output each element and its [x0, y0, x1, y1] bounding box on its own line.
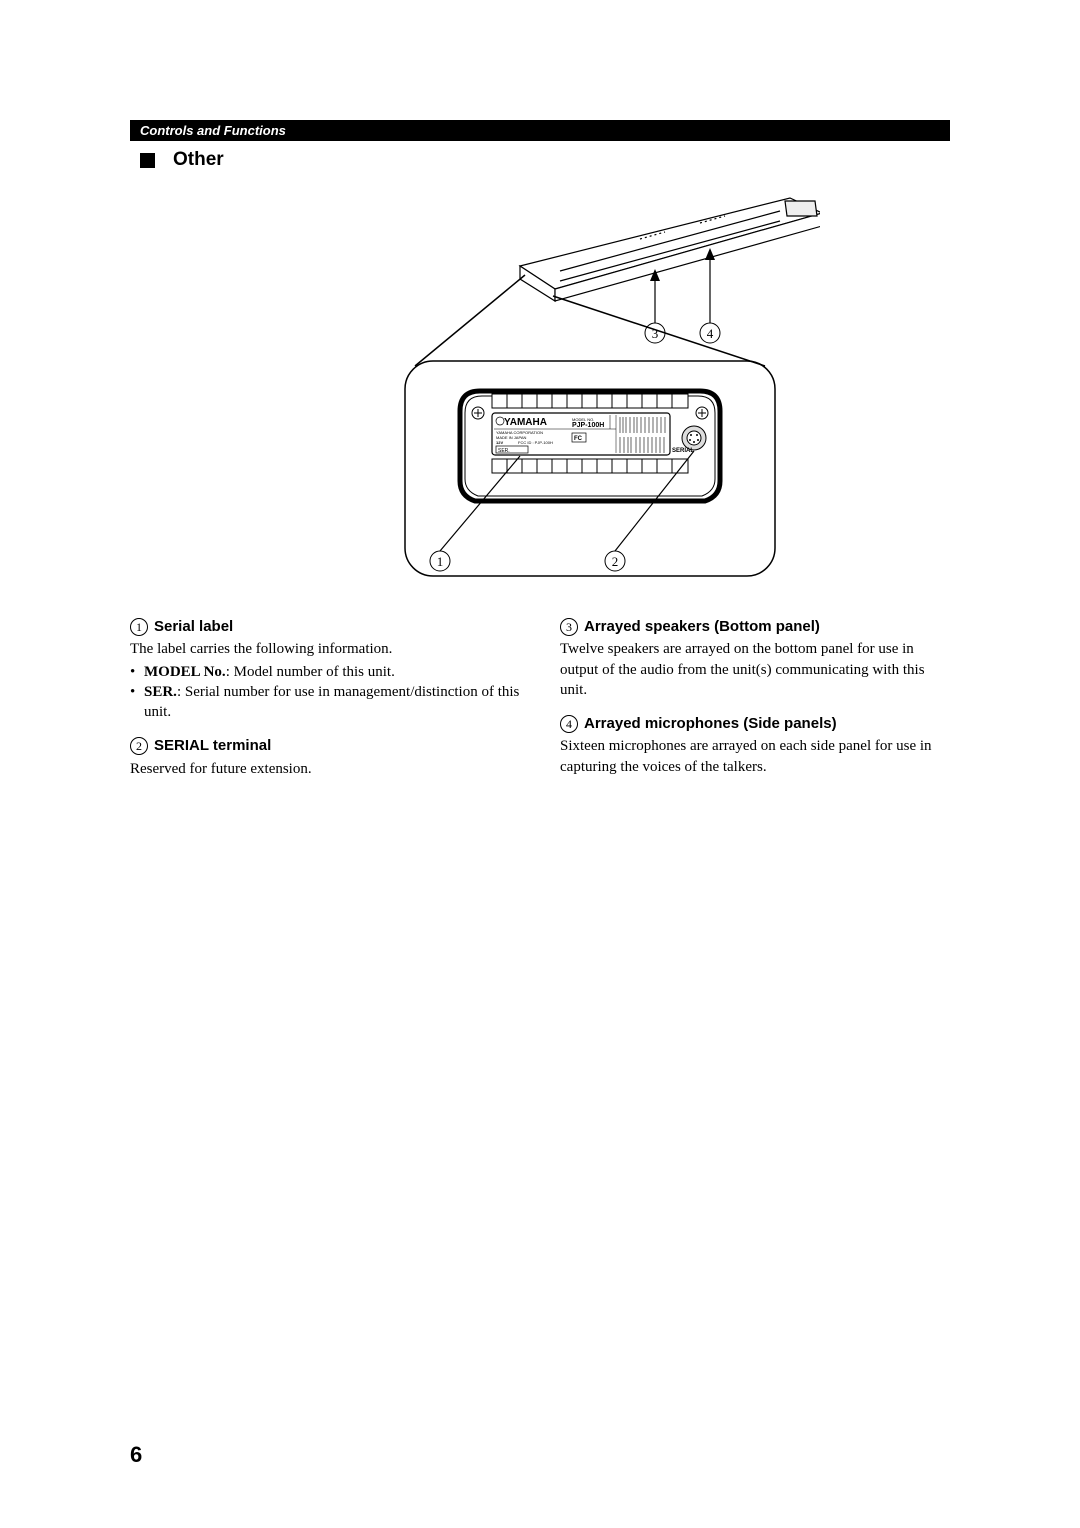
- item-1-bullet-1: MODEL No.: Model number of this unit.: [130, 662, 520, 682]
- item-2-text: Reserved for future extension.: [130, 759, 520, 779]
- svg-text:PJP-100H: PJP-100H: [572, 422, 604, 429]
- svg-text:SERIAL: SERIAL: [672, 448, 694, 454]
- callout-2-number: 2: [612, 554, 619, 569]
- callout-4-number: 4: [707, 326, 714, 341]
- item-3-title-text: Arrayed speakers (Bottom panel): [584, 618, 820, 635]
- item-4-block: 4 Arrayed microphones (Side panels) Sixte…: [560, 714, 950, 777]
- item-2-block: 2 SERIAL terminal Reserved for future ext…: [130, 736, 520, 779]
- item-4-text: Sixteen microphones are arrayed on each …: [560, 736, 950, 777]
- page-number: 6: [130, 1442, 142, 1468]
- right-column: 3 Arrayed speakers (Bottom panel) Twelve …: [560, 611, 950, 793]
- item-4-title-text: Arrayed microphones (Side panels): [584, 715, 837, 732]
- item-3-number: 3: [560, 618, 578, 636]
- item-1-title-text: Serial label: [154, 618, 233, 635]
- callout-1-number: 1: [437, 554, 444, 569]
- item-3-block: 3 Arrayed speakers (Bottom panel) Twelve …: [560, 617, 950, 700]
- item-1-title: 1 Serial label: [130, 617, 520, 637]
- item-1-text: The label carries the following informat…: [130, 639, 520, 659]
- item-2-title: 2 SERIAL terminal: [130, 736, 520, 756]
- item-1-bullet-2: SER.: Serial number for use in managemen…: [130, 682, 520, 723]
- section-title-text: Other: [173, 149, 224, 171]
- section-header-bar: Controls and Functions: [130, 120, 950, 141]
- item-2-title-text: SERIAL terminal: [154, 737, 271, 754]
- square-bullet-icon: [140, 153, 155, 168]
- callout-3-number: 3: [652, 326, 659, 341]
- item-1-block: 1 Serial label The label carries the foll…: [130, 617, 520, 722]
- svg-text:FCC ID : PJP-100H: FCC ID : PJP-100H: [518, 440, 553, 445]
- item-1-number: 1: [130, 618, 148, 636]
- device-diagram: 3 4: [260, 191, 820, 581]
- item-3-text: Twelve speakers are arrayed on the botto…: [560, 639, 950, 700]
- item-1-bullet-1-rest: : Model number of this unit.: [226, 664, 395, 680]
- item-4-number: 4: [560, 715, 578, 733]
- item-1-bullet-2-bold: SER.: [144, 684, 177, 700]
- zoom-line-right: [553, 296, 765, 366]
- zoom-line-left: [415, 275, 525, 366]
- manual-page: Controls and Functions Other 3: [0, 0, 1080, 1528]
- item-4-title: 4 Arrayed microphones (Side panels): [560, 714, 950, 734]
- svg-text:SER.: SER.: [498, 448, 510, 454]
- item-1-bullet-1-bold: MODEL No.: [144, 664, 226, 680]
- svg-text:YAMAHA: YAMAHA: [504, 417, 547, 428]
- item-1-bullets: MODEL No.: Model number of this unit. SE…: [130, 662, 520, 723]
- item-3-title: 3 Arrayed speakers (Bottom panel): [560, 617, 950, 637]
- device-bottom-illustration: SERIAL YAMAHA MODEL NO. PJP-100H YAMAHA …: [460, 391, 720, 501]
- svg-text:FC: FC: [574, 436, 583, 442]
- description-columns: 1 Serial label The label carries the foll…: [130, 611, 950, 793]
- item-1-bullet-2-rest: : Serial number for use in management/di…: [144, 684, 519, 720]
- svg-text:12V: 12V: [496, 440, 503, 445]
- device-top-illustration: [520, 198, 820, 301]
- section-title: Other: [140, 149, 950, 171]
- item-2-number: 2: [130, 737, 148, 755]
- left-column: 1 Serial label The label carries the foll…: [130, 611, 520, 793]
